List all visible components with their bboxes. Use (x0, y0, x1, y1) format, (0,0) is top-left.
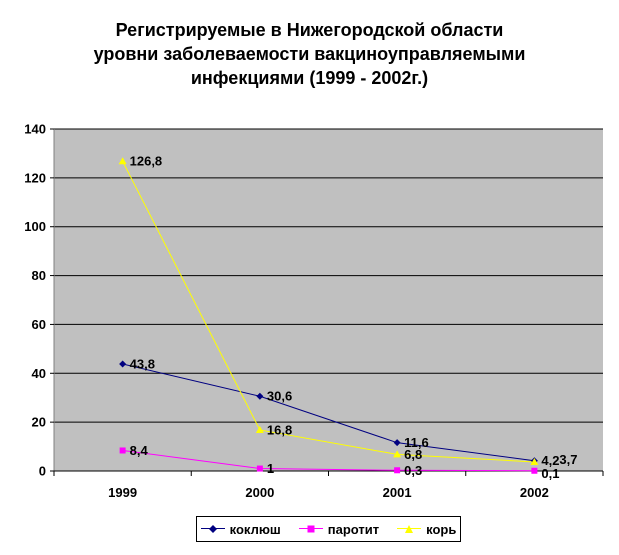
data-point (255, 425, 264, 433)
x-tick-label: 2000 (245, 485, 274, 500)
plot-area (54, 129, 603, 471)
triangle-marker-icon (397, 524, 422, 534)
y-tick-label: 120 (24, 170, 46, 185)
data-point (256, 465, 263, 472)
y-tick-label: 140 (24, 122, 46, 137)
chart-title-line-2: уровни заболеваемости вакциноуправляемым… (93, 44, 526, 64)
series-line (122, 363, 535, 462)
y-tick-label: 80 (32, 268, 46, 283)
y-tick-label: 0 (39, 464, 46, 479)
chart-title-line-1: Регистрируемые в Нижегородской области (115, 20, 504, 40)
legend-label-mumps: паротит (327, 521, 380, 537)
data-label: 8,4 (130, 443, 149, 458)
data-point (118, 157, 127, 165)
legend: коклюш паротит корь (196, 516, 461, 542)
data-label: 0,3 (404, 463, 422, 478)
data-point (256, 392, 264, 400)
legend-item-measles: корь (397, 522, 456, 537)
x-tick-labels: 1999 2000 2001 2002 (53, 471, 604, 500)
y-tick-labels: 0 20 40 60 80 100 120 140 (24, 122, 54, 479)
series-line (122, 449, 535, 472)
chart-title: Регистрируемые в Нижегородской области у… (0, 18, 619, 90)
diamond-marker-icon (200, 524, 225, 534)
legend-label-measles: корь (426, 521, 457, 537)
y-tick-label: 40 (32, 366, 46, 381)
data-label: 16,8 (267, 422, 292, 437)
data-labels: 43,8 30,6 11,6 4,2 8,4 1 0,3 0,1 126,8 16,8 6,8 3,7 (130, 154, 578, 481)
series-markers (118, 157, 539, 474)
data-label: 126,8 (130, 154, 163, 169)
data-point (119, 360, 127, 368)
legend-item-mumps: паротит (298, 521, 380, 537)
series-line (122, 161, 535, 463)
y-tick-label: 100 (24, 219, 46, 234)
x-tick-label: 1999 (108, 485, 137, 500)
x-tick-label: 2002 (520, 485, 549, 500)
data-label: 4,2 (541, 453, 559, 468)
y-tick-label: 60 (32, 317, 46, 332)
data-point (530, 457, 539, 465)
data-label: 6,8 (404, 447, 422, 462)
legend-label-pertussis: коклюш (229, 521, 281, 537)
data-point (119, 447, 126, 454)
y-tick-label: 20 (32, 415, 46, 430)
data-point (393, 439, 401, 447)
x-tick-label: 2001 (383, 485, 412, 500)
data-label: 3,7 (559, 452, 577, 467)
square-marker-icon (298, 524, 323, 534)
data-label: 1 (267, 461, 274, 476)
series-lines (122, 161, 535, 472)
data-label: 11,6 (404, 435, 429, 450)
data-point (393, 450, 402, 458)
data-point (394, 467, 401, 474)
data-label: 30,6 (267, 389, 292, 404)
gridlines (54, 128, 603, 423)
data-point (531, 467, 538, 474)
data-label: 0,1 (541, 466, 559, 481)
chart-title-line-3: инфекциями (1999 - 2002г.) (190, 68, 429, 88)
data-label: 43,8 (130, 357, 155, 372)
legend-item-pertussis: коклюш (200, 521, 281, 537)
